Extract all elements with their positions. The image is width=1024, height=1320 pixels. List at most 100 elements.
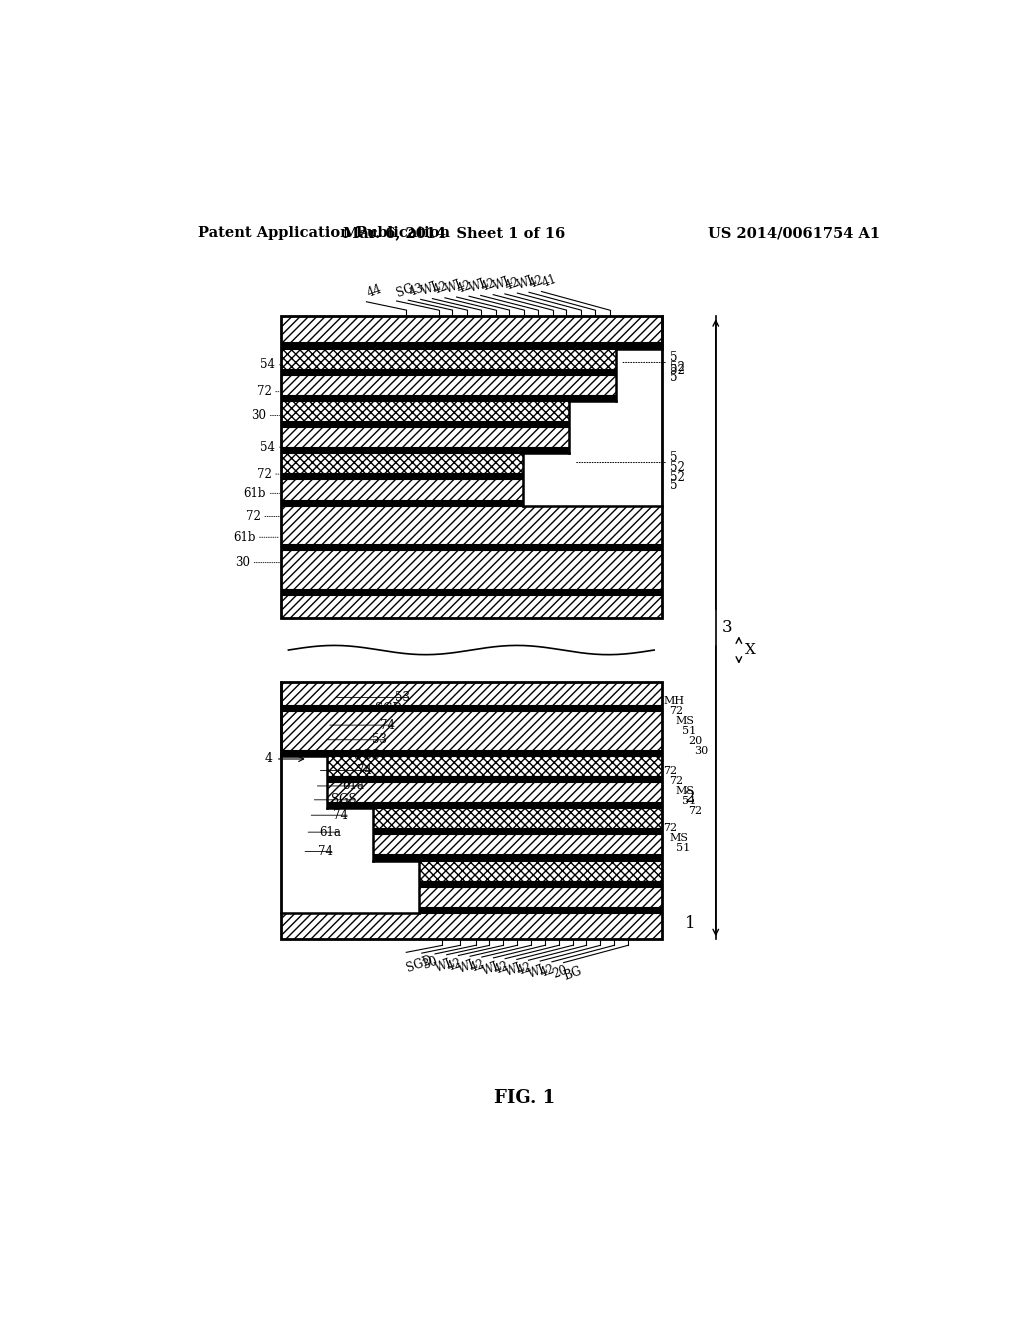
Bar	[281, 375, 615, 395]
Bar	[281, 595, 662, 618]
Text: 74: 74	[356, 764, 372, 777]
Text: 5: 5	[670, 371, 677, 384]
Text: 4: 4	[265, 752, 304, 766]
Text: 52: 52	[670, 362, 684, 375]
Bar	[281, 342, 662, 348]
Text: 74: 74	[334, 809, 348, 822]
Text: 51: 51	[676, 843, 690, 853]
Bar	[419, 861, 662, 880]
Bar	[373, 829, 662, 834]
Text: 30: 30	[234, 556, 250, 569]
Text: SGD: SGD	[376, 702, 402, 715]
Bar	[281, 506, 662, 544]
Text: 42: 42	[431, 280, 450, 297]
Text: 72: 72	[246, 510, 261, 523]
Bar	[281, 447, 569, 453]
Text: BG: BG	[562, 964, 584, 982]
Bar	[281, 682, 662, 940]
Bar	[281, 913, 662, 940]
Text: 52: 52	[670, 471, 684, 484]
Text: 20: 20	[550, 964, 568, 981]
Text: WL: WL	[527, 962, 550, 981]
Text: 30: 30	[420, 954, 438, 972]
Text: 30: 30	[694, 746, 709, 756]
Bar	[281, 544, 662, 550]
Bar	[281, 479, 523, 499]
Text: WL: WL	[480, 958, 504, 978]
Bar	[327, 803, 662, 808]
Bar	[281, 421, 569, 428]
Text: 52: 52	[670, 462, 684, 474]
Text: 42: 42	[539, 962, 557, 979]
Text: MS: MS	[670, 833, 688, 843]
Bar	[419, 880, 662, 887]
Text: 61a: 61a	[318, 825, 341, 838]
Text: WL: WL	[504, 960, 526, 979]
Text: US 2014/0061754 A1: US 2014/0061754 A1	[708, 226, 881, 240]
Text: FIG. 1: FIG. 1	[495, 1089, 555, 1106]
Text: 42: 42	[504, 275, 522, 292]
Bar	[419, 887, 662, 907]
Text: 74: 74	[318, 845, 333, 858]
Text: 74: 74	[380, 718, 394, 731]
Text: WL: WL	[419, 279, 442, 298]
Text: WL: WL	[516, 272, 539, 292]
Text: 5: 5	[670, 479, 677, 492]
Text: 72: 72	[257, 467, 271, 480]
Text: 72: 72	[670, 706, 684, 717]
Text: WL: WL	[492, 275, 515, 293]
Bar	[281, 317, 662, 342]
Bar	[327, 756, 662, 776]
Bar	[327, 781, 662, 803]
Text: 3: 3	[722, 619, 732, 636]
Text: 51: 51	[682, 726, 696, 737]
Text: 42: 42	[455, 279, 473, 296]
Text: MH: MH	[664, 696, 684, 706]
Bar	[281, 453, 523, 474]
Text: 61a: 61a	[342, 779, 364, 792]
Text: Patent Application Publication: Patent Application Publication	[199, 226, 451, 240]
Text: 44: 44	[365, 282, 383, 300]
Text: 72: 72	[664, 824, 678, 833]
Text: 54: 54	[260, 441, 275, 454]
Text: 43: 43	[407, 281, 425, 298]
Text: SGS: SGS	[353, 748, 379, 762]
Text: 42: 42	[492, 960, 510, 977]
Bar	[419, 907, 662, 913]
Text: 51: 51	[682, 796, 696, 805]
Text: MS: MS	[676, 785, 694, 796]
Text: 72: 72	[688, 805, 702, 816]
Bar	[373, 808, 662, 829]
Text: 5: 5	[670, 351, 677, 363]
Text: 41: 41	[540, 273, 558, 290]
Text: 20: 20	[688, 737, 702, 746]
Text: WL: WL	[468, 276, 490, 294]
Bar	[327, 776, 662, 781]
Bar	[281, 368, 615, 375]
Bar	[373, 834, 662, 854]
Text: 42: 42	[445, 956, 464, 974]
Text: 52: 52	[670, 363, 684, 376]
Text: 42: 42	[469, 958, 487, 975]
Text: 54: 54	[260, 358, 275, 371]
Bar	[281, 589, 662, 595]
Bar	[281, 711, 662, 750]
Text: WL: WL	[443, 277, 467, 296]
Text: 72: 72	[257, 385, 271, 399]
Bar	[281, 395, 615, 401]
Text: 61b: 61b	[232, 531, 255, 544]
Bar	[281, 474, 523, 479]
Text: WL: WL	[457, 957, 480, 975]
Bar	[281, 317, 662, 618]
Bar	[281, 428, 569, 447]
Text: 61b: 61b	[244, 487, 266, 500]
Text: 42: 42	[515, 961, 534, 978]
Bar	[281, 499, 523, 506]
Bar	[281, 348, 615, 368]
Text: 72: 72	[670, 776, 684, 785]
Bar	[281, 705, 662, 711]
Text: SG: SG	[395, 281, 416, 300]
Text: SGS: SGS	[331, 793, 356, 807]
Text: 2: 2	[685, 789, 695, 807]
Bar	[281, 550, 662, 589]
